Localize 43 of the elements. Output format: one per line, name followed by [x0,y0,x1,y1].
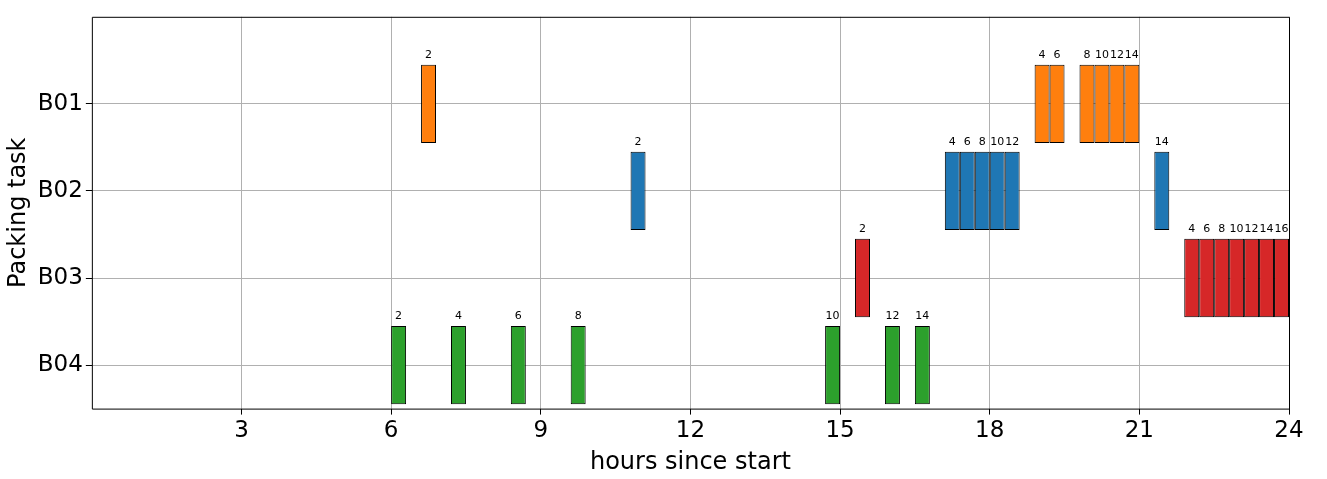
annotation: 12 [1005,135,1020,149]
annotation: 12 [1244,222,1259,236]
x-axis-title: hours since start [589,446,791,475]
annotation: 10 [1094,48,1109,62]
annotation: 10 [825,309,840,323]
annotation: 2 [425,48,433,62]
x-tick-label: 24 [1274,416,1304,443]
annotation: 4 [1038,48,1046,62]
annotation: 14 [915,309,930,323]
annotation: 6 [963,135,971,149]
annotation: 10 [990,135,1005,149]
y-tick-label: B03 [37,262,83,289]
y-tick-label: B02 [37,175,83,202]
annotation: 10 [1229,222,1244,236]
annotation: 6 [1203,222,1211,236]
annotation: 8 [574,309,582,323]
annotation: 4 [948,135,956,149]
x-tick-label: 9 [533,416,549,443]
annotation: 14 [1154,135,1169,149]
x-tick-label: 18 [975,416,1005,443]
annotation: 2 [395,309,403,323]
annotation: 12 [1109,48,1124,62]
annotation: 14 [1259,222,1274,236]
annotation: 2 [634,135,642,149]
annotation: 8 [978,135,986,149]
x-tick-label: 6 [383,416,399,443]
y-tick-label: B01 [37,88,83,115]
x-tick-label: 21 [1124,416,1154,443]
x-tick-label: 3 [234,416,249,443]
annotation: 4 [454,309,462,323]
annotation: 6 [514,309,522,323]
annotation: 16 [1274,222,1289,236]
y-tick-label: B04 [37,350,83,377]
annotation: 4 [1188,222,1196,236]
annotation: 2 [859,222,867,236]
y-axis-title: Packing task [2,137,31,288]
annotation: 8 [1083,48,1091,62]
annotation: 14 [1124,48,1139,62]
x-tick-label: 15 [825,416,855,443]
annotation: 12 [885,309,900,323]
annotation: 6 [1053,48,1061,62]
x-tick-label: 12 [675,416,706,443]
annotation: 8 [1218,222,1226,236]
